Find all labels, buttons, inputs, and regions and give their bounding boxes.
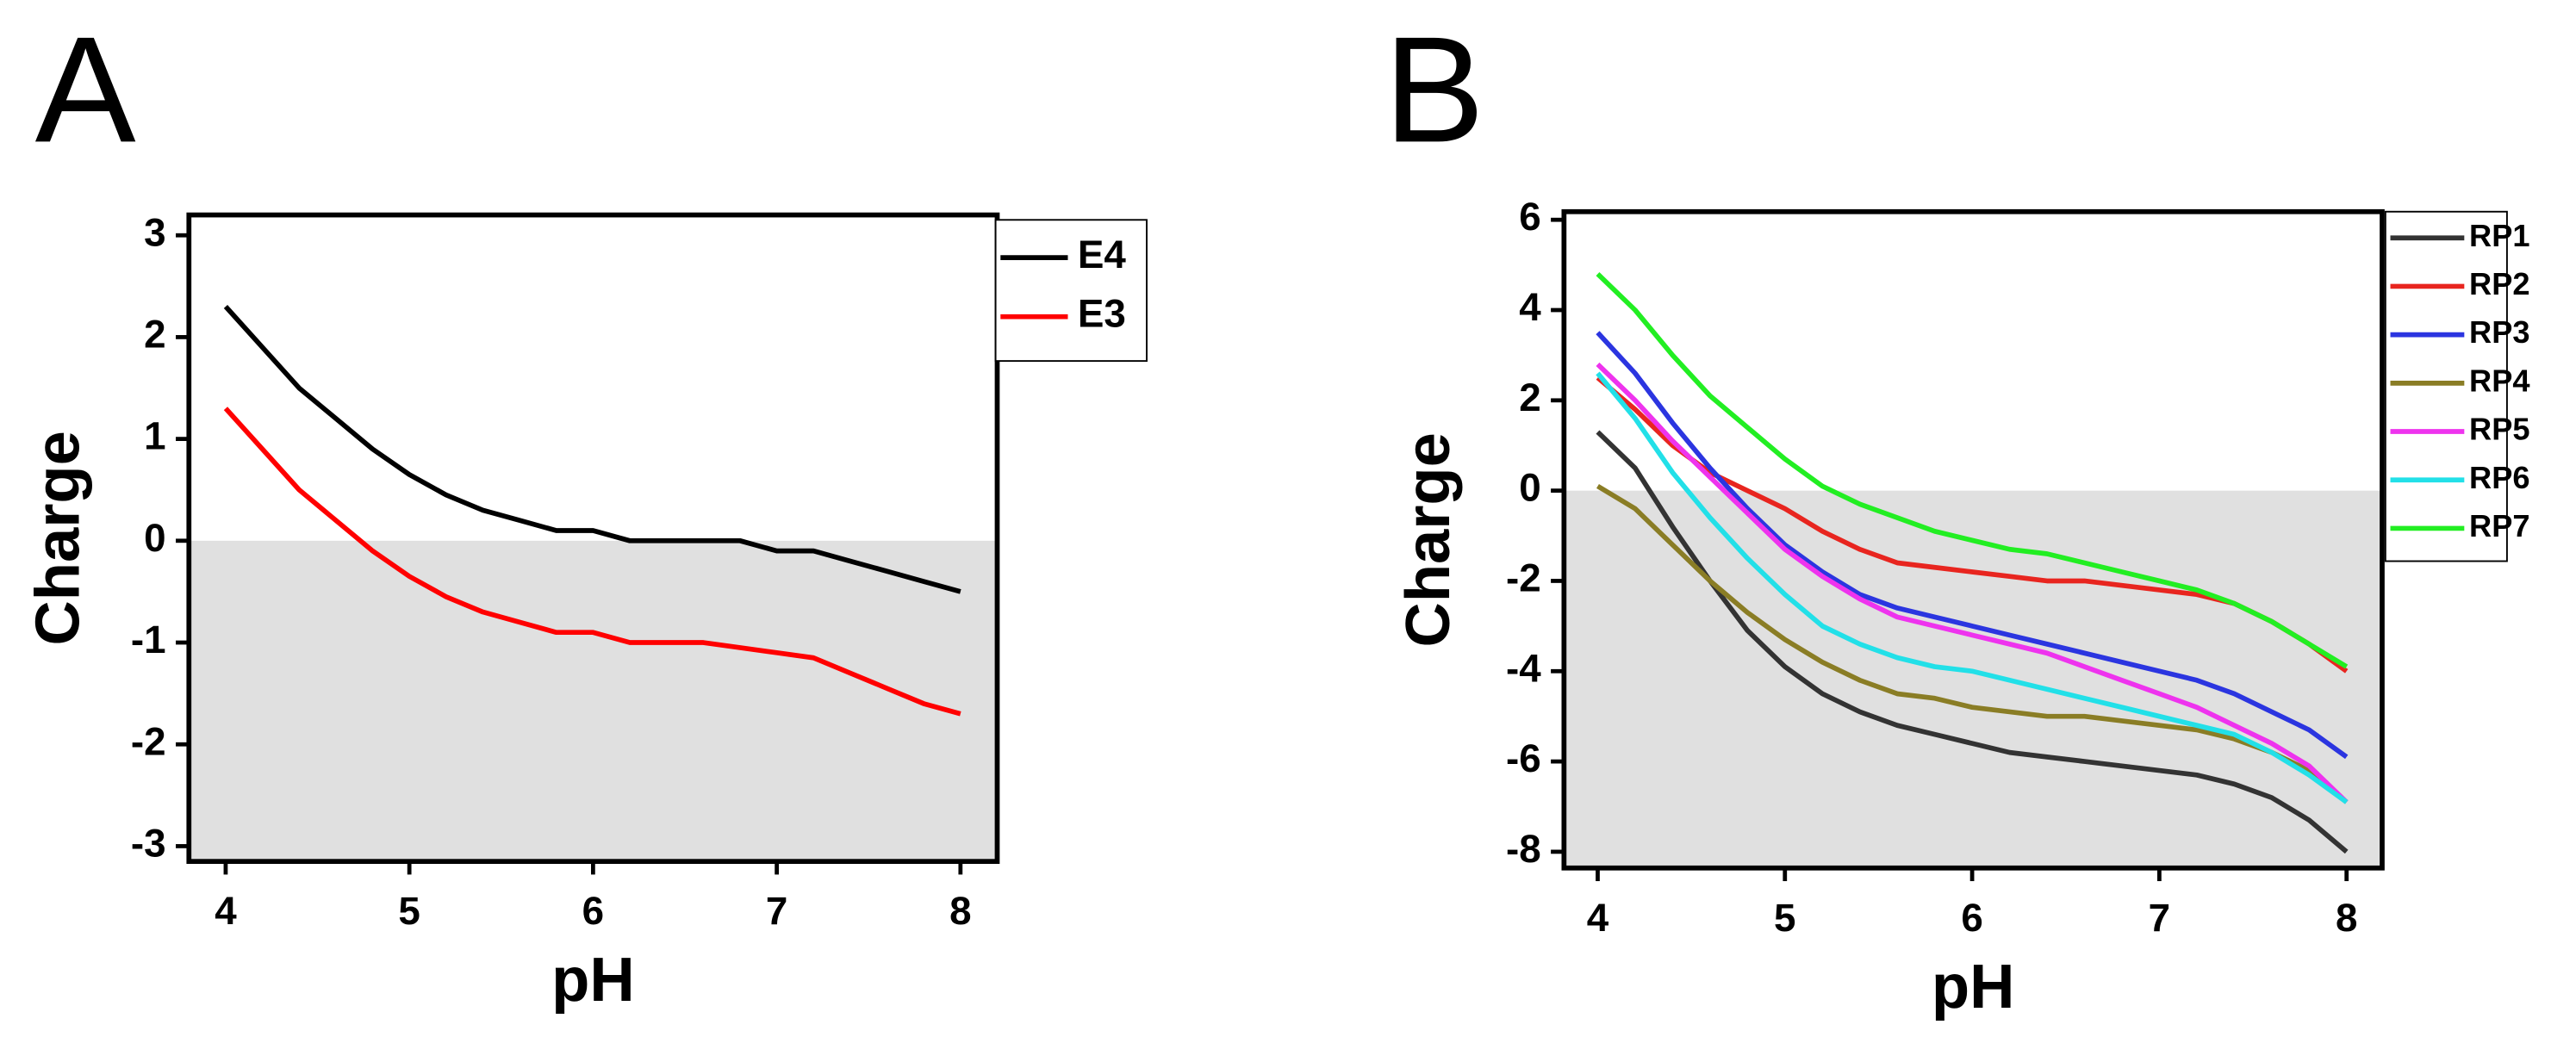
legend-label: RP5 (2469, 412, 2529, 447)
x-tick-label: 8 (2336, 896, 2357, 940)
y-tick-label: 2 (1519, 376, 1540, 419)
y-tick-label: -4 (1506, 646, 1541, 690)
legend-label: RP7 (2469, 508, 2529, 543)
x-tick-label: 6 (1961, 896, 1982, 940)
x-tick-label: 6 (582, 889, 604, 933)
series-line (1596, 430, 2349, 854)
series-line (1596, 331, 2349, 760)
x-tick-label: 5 (1774, 896, 1795, 940)
x-axis-title: pH (551, 945, 635, 1015)
y-tick-label: -2 (1506, 556, 1541, 600)
legend-label: RP3 (2469, 314, 2529, 350)
y-tick-label: -3 (131, 822, 166, 866)
x-tick-label: 7 (766, 889, 787, 933)
legend-box (2384, 210, 2508, 562)
legend-label: RP6 (2469, 460, 2529, 495)
x-tick-label: 5 (398, 889, 420, 933)
series-line (1596, 371, 2349, 804)
legend-box (994, 219, 1148, 363)
legend-label: RP2 (2469, 266, 2529, 301)
series-line (1596, 362, 2349, 804)
y-tick-label: 1 (144, 414, 165, 458)
negative-region (189, 540, 998, 862)
series-line (1596, 272, 2349, 669)
series-line (223, 305, 961, 594)
panel-label: B (1384, 5, 1484, 174)
negative-region (1564, 490, 2382, 868)
legend-label: E3 (1078, 292, 1126, 336)
series-line (1596, 483, 2349, 804)
y-tick-label: -8 (1506, 827, 1541, 871)
y-axis-title: Charge (1393, 432, 1463, 647)
x-axis-title: pH (1932, 952, 2015, 1021)
legend-label: E4 (1078, 233, 1127, 276)
panel-label: A (35, 5, 136, 174)
y-tick-label: 0 (1519, 466, 1540, 510)
legend-label: RP4 (2469, 363, 2529, 398)
y-tick-label: 4 (1519, 285, 1541, 329)
y-tick-label: 2 (144, 312, 165, 356)
y-tick-label: 6 (1519, 195, 1540, 239)
y-axis-title: Charge (23, 431, 93, 645)
y-tick-label: 3 (144, 210, 165, 254)
legend-label: RP1 (2469, 218, 2529, 253)
y-tick-label: -6 (1506, 736, 1541, 780)
y-tick-label: 0 (144, 516, 165, 560)
y-tick-label: -2 (131, 719, 166, 763)
y-tick-label: -1 (131, 618, 166, 661)
x-tick-label: 7 (2149, 896, 2170, 940)
x-tick-label: 4 (215, 889, 237, 933)
x-tick-label: 4 (1587, 896, 1609, 940)
series-line (223, 407, 961, 717)
x-tick-label: 8 (949, 889, 971, 933)
